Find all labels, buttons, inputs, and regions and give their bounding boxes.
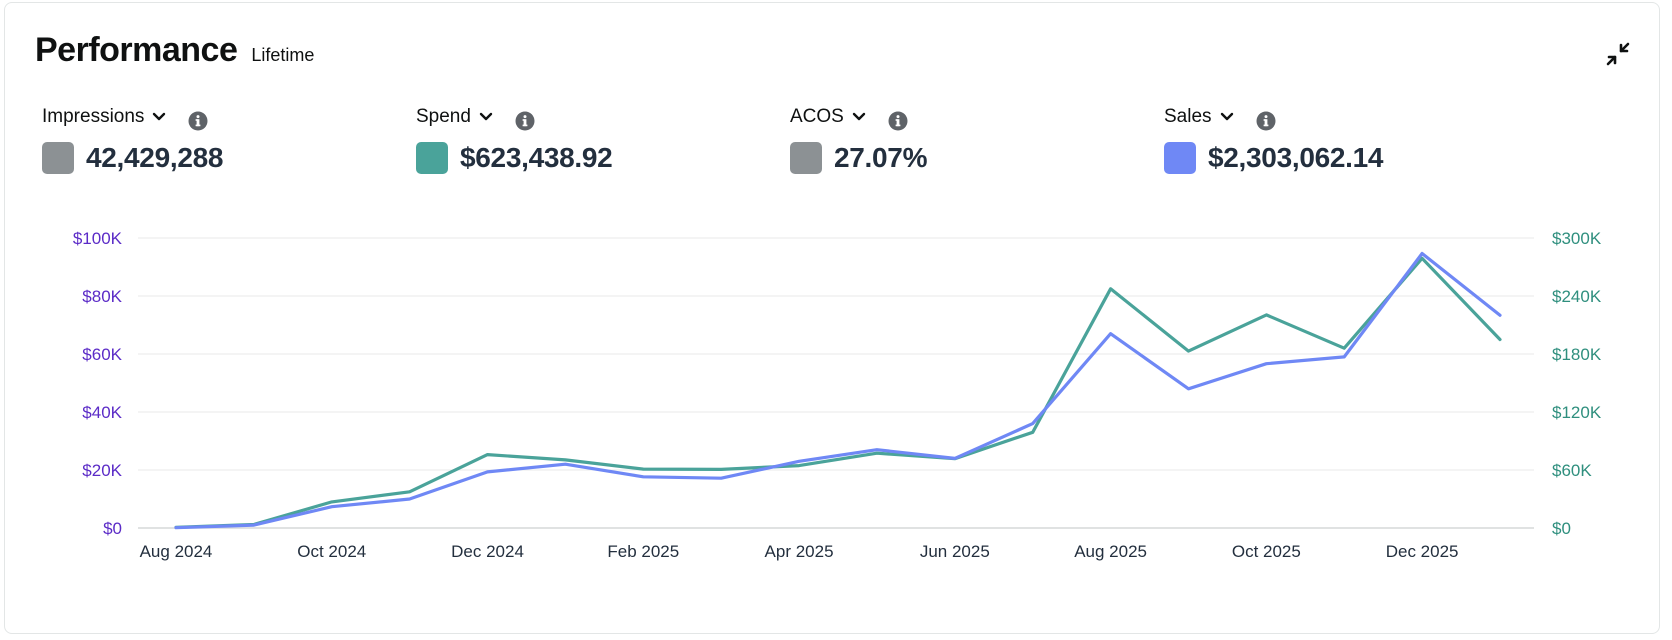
left-axis-tick-label: $80K xyxy=(82,287,122,306)
chevron-down-icon[interactable] xyxy=(152,110,166,124)
metric-label: Impressions xyxy=(42,106,145,127)
metric-acos: ACOS 27.07% xyxy=(790,104,1150,174)
left-axis-tick-label: $0 xyxy=(103,519,122,538)
spend-color-swatch[interactable] xyxy=(416,142,448,174)
metric-spend: Spend $623,438.92 xyxy=(416,104,776,174)
chevron-down-icon[interactable] xyxy=(1220,110,1234,124)
x-axis-tick-label: Jun 2025 xyxy=(920,542,990,561)
x-axis-tick-label: Dec 2025 xyxy=(1386,542,1459,561)
card-header: Performance Lifetime xyxy=(35,31,314,70)
x-axis-tick-label: Aug 2024 xyxy=(140,542,213,561)
grid-lines xyxy=(138,237,1534,529)
info-icon[interactable] xyxy=(188,111,208,131)
series-lines xyxy=(174,251,1502,530)
metric-impressions: Impressions 42,429,288 xyxy=(42,104,402,174)
x-axis-tick-label: Aug 2025 xyxy=(1074,542,1147,561)
x-axis-tick-label: Oct 2024 xyxy=(297,542,366,561)
metric-label: ACOS xyxy=(790,106,844,127)
series-line-sales[interactable] xyxy=(174,251,1502,530)
metric-value: 27.07% xyxy=(834,142,928,173)
right-axis-tick-label: $300K xyxy=(1552,229,1602,248)
right-axis-tick-label: $180K xyxy=(1552,345,1602,364)
date-range-label: Lifetime xyxy=(251,45,315,65)
impressions-color-swatch[interactable] xyxy=(42,142,74,174)
x-axis-tick-label: Feb 2025 xyxy=(607,542,679,561)
metric-value: $2,303,062.14 xyxy=(1208,142,1384,173)
chevron-down-icon[interactable] xyxy=(852,110,866,124)
metrics-row: Impressions 42,429,288 Spend $623,438.92… xyxy=(42,104,1642,184)
right-axis-tick-label: $60K xyxy=(1552,461,1592,480)
page-title: Performance xyxy=(35,31,238,69)
left-axis-ticks: $0 $20K $40K $60K $80K $100K xyxy=(73,229,123,538)
info-icon[interactable] xyxy=(515,111,535,131)
x-axis-tick-label: Apr 2025 xyxy=(765,542,834,561)
metric-label: Spend xyxy=(416,106,471,127)
right-axis-tick-label: $240K xyxy=(1552,287,1602,306)
left-axis-tick-label: $40K xyxy=(82,403,122,422)
right-axis-tick-label: $0 xyxy=(1552,519,1571,538)
metric-sales: Sales $2,303,062.14 xyxy=(1164,104,1524,174)
right-axis-tick-label: $120K xyxy=(1552,403,1602,422)
collapse-arrows-icon[interactable] xyxy=(1605,41,1631,67)
info-icon[interactable] xyxy=(888,111,908,131)
right-axis-ticks: $0 $60K $120K $180K $240K $300K xyxy=(1552,229,1602,538)
info-icon[interactable] xyxy=(1256,111,1276,131)
left-axis-tick-label: $100K xyxy=(73,229,123,248)
left-axis-tick-label: $60K xyxy=(82,345,122,364)
x-axis-ticks: Aug 2024 Oct 2024 Dec 2024 Feb 2025 Apr 2025… xyxy=(140,542,1459,561)
x-axis-tick-label: Dec 2024 xyxy=(451,542,524,561)
sales-color-swatch[interactable] xyxy=(1164,142,1196,174)
left-axis-tick-label: $20K xyxy=(82,461,122,480)
metric-value: $623,438.92 xyxy=(460,142,613,173)
acos-color-swatch[interactable] xyxy=(790,142,822,174)
series-line-spend[interactable] xyxy=(174,256,1502,530)
metric-value: 42,429,288 xyxy=(86,142,224,173)
x-axis-tick-label: Oct 2025 xyxy=(1232,542,1301,561)
metric-label: Sales xyxy=(1164,106,1212,127)
chevron-down-icon[interactable] xyxy=(479,110,493,124)
